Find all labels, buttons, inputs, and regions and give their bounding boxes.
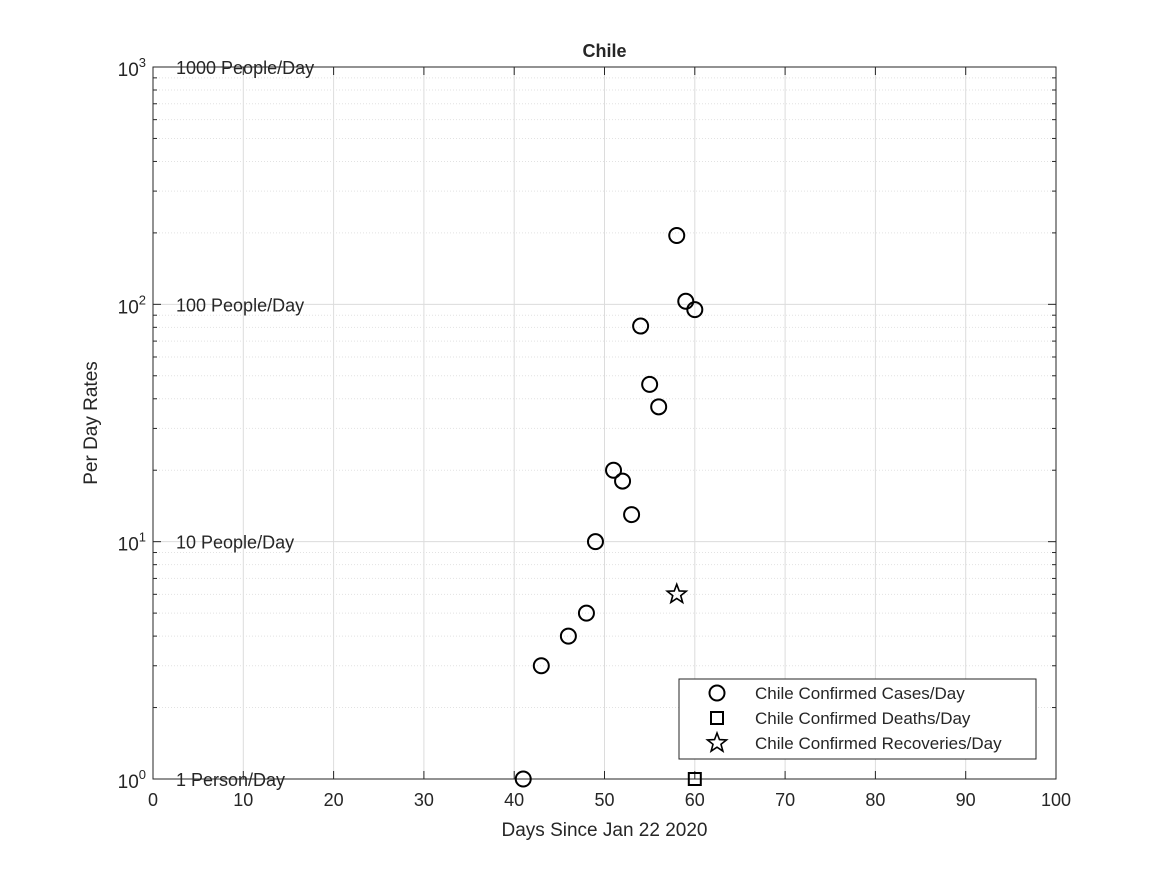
x-tick-label: 80 (865, 790, 885, 810)
x-tick-label: 90 (956, 790, 976, 810)
circle-data-point (586, 533, 604, 551)
legend-square-marker (710, 711, 724, 725)
legend-circle-marker (708, 684, 726, 702)
chart-title: Chile (582, 41, 626, 61)
circle-data-point (650, 398, 668, 416)
legend-entry-label: Chile Confirmed Deaths/Day (755, 709, 971, 728)
y-tick-label: 103 (118, 55, 146, 81)
x-tick-label: 20 (324, 790, 344, 810)
reference-label: 100 People/Day (176, 295, 304, 315)
axes: 0 10 20 30 40 50 60 70 80 90 100 100 101 102 103 (118, 55, 1071, 810)
reference-label: 10 People/Day (176, 533, 294, 553)
reference-label: 1 Person/Day (176, 770, 285, 790)
x-tick-label: 0 (148, 790, 158, 810)
grid (153, 67, 1056, 779)
circle-data-point (514, 770, 532, 788)
x-tick-label: 70 (775, 790, 795, 810)
circle-data-point (668, 226, 686, 244)
y-tick-label: 100 (118, 767, 146, 793)
data-marks (514, 226, 704, 788)
reference-label: 1000 People/Day (176, 58, 314, 78)
circle-data-point (641, 375, 659, 393)
circle-data-point (559, 627, 577, 645)
x-axis-label: Days Since Jan 22 2020 (502, 820, 708, 841)
square-data-point (687, 772, 702, 786)
x-tick-label: 50 (594, 790, 614, 810)
y-tick-label: 102 (118, 292, 146, 318)
legend: Chile Confirmed Cases/Day Chile Confirmed… (678, 678, 1037, 760)
y-tick-label: 101 (118, 530, 146, 556)
circle-data-point (577, 604, 595, 622)
circle-data-point (686, 301, 704, 319)
circle-data-point (532, 657, 550, 675)
circle-data-point (614, 472, 632, 490)
circle-data-point (605, 461, 623, 479)
legend-box (678, 678, 1037, 760)
circle-data-point (632, 317, 650, 335)
reference-labels: 1000 People/Day 100 People/Day 10 People/D… (176, 58, 314, 790)
legend-star-marker (705, 730, 729, 753)
legend-entry-label: Chile Confirmed Recoveries/Day (755, 734, 1002, 753)
y-axis-label: Per Day Rates (81, 361, 102, 485)
x-tick-label: 30 (414, 790, 434, 810)
x-tick-label: 10 (233, 790, 253, 810)
x-tick-label: 40 (504, 790, 524, 810)
star-data-point (665, 582, 689, 605)
legend-entry-label: Chile Confirmed Cases/Day (755, 684, 965, 703)
circle-data-point (623, 506, 641, 524)
x-tick-label: 60 (685, 790, 705, 810)
x-tick-label: 100 (1041, 790, 1071, 810)
